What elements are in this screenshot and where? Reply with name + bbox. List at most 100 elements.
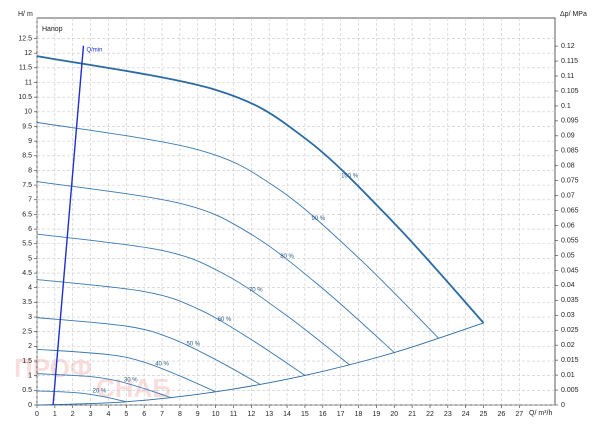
curve — [52, 45, 85, 406]
y-tick-label: 1 — [28, 373, 32, 380]
y-tick-label: 2 — [28, 343, 32, 350]
y-tick-label: 6 — [28, 226, 32, 233]
y-axis-label: H/ m — [18, 11, 33, 18]
y-tick-label: 1.5 — [22, 358, 32, 365]
chart-title: Напор — [42, 26, 63, 33]
y2-axis-label: Δp/ MPa — [560, 11, 587, 18]
x-tick-label: 23 — [444, 411, 452, 418]
x-tick-label: 9 — [196, 411, 200, 418]
x-tick-label: 20 — [390, 411, 398, 418]
x-tick-label: 10 — [212, 411, 220, 418]
x-tick-label: 25 — [480, 411, 488, 418]
x-tick-label: 21 — [408, 411, 416, 418]
x-tick-label: 0 — [35, 411, 39, 418]
curve — [36, 279, 306, 376]
y2-tick-label: 0.11 — [561, 73, 574, 80]
y2-tick-label: 0.015 — [561, 357, 579, 364]
curve-label: 70 % — [249, 288, 263, 294]
y2-tick-label: 0.035 — [561, 297, 579, 304]
y2-tick-label: 0.085 — [561, 148, 579, 155]
y-tick-label: 3 — [28, 314, 32, 321]
x-tick-label: 2 — [71, 411, 75, 418]
y-tick-label: 9 — [28, 138, 32, 145]
y2-tick-label: 0.06 — [561, 222, 575, 229]
x-tick-label: 17 — [337, 411, 345, 418]
x-tick-label: 4 — [106, 411, 110, 418]
y2-tick-label: 0.08 — [561, 163, 575, 170]
x-tick-label: 8 — [178, 411, 182, 418]
x-tick-label: 19 — [372, 411, 380, 418]
y-tick-label: 8 — [28, 167, 32, 174]
y-tick-label: 10 — [24, 109, 32, 116]
y2-tick-label: 0.115 — [561, 58, 578, 65]
y-tick-label: 3.5 — [22, 299, 32, 306]
y-tick-label: 2.5 — [22, 329, 32, 336]
x-tick-label: 3 — [89, 411, 93, 418]
y-tick-label: 5 — [28, 255, 32, 262]
curve-label: 20 % — [93, 389, 107, 395]
x-tick-label: 5 — [124, 411, 128, 418]
curve — [36, 55, 485, 324]
y-tick-label: 8.5 — [22, 153, 32, 160]
y-tick-label: 6.5 — [22, 211, 32, 218]
y-tick-label: 0 — [28, 402, 32, 409]
y2-tick-label: 0.055 — [561, 237, 579, 244]
curve — [36, 233, 350, 366]
curve-label: 60 % — [218, 317, 232, 323]
y2-tick-label: 0.03 — [561, 312, 575, 319]
curve-label: 90 % — [311, 216, 325, 222]
y2-tick-label: 0.1 — [561, 103, 571, 110]
x-tick-label: 6 — [142, 411, 146, 418]
curve-label: 80 % — [280, 254, 294, 260]
y-tick-label: 9.5 — [22, 123, 32, 130]
y-tick-label: 11.5 — [19, 65, 32, 72]
y-tick-label: 12 — [24, 50, 32, 57]
y2-tick-label: 0.045 — [561, 267, 579, 274]
x-tick-label: 24 — [462, 411, 470, 418]
curve-label: 30 % — [124, 377, 138, 383]
x-tick-label: 26 — [498, 411, 506, 418]
y2-tick-label: 0.12 — [561, 43, 575, 50]
y2-tick-label: 0.02 — [561, 342, 575, 349]
y2-tick-label: 0.07 — [561, 192, 575, 199]
x-tick-label: 14 — [283, 411, 291, 418]
x-tick-label: 16 — [319, 411, 327, 418]
curve-label: Q/min — [86, 47, 102, 53]
y2-tick-label: 0.075 — [561, 178, 579, 185]
y2-tick-label: 0.04 — [561, 282, 575, 289]
y-tick-label: 12.5 — [18, 35, 32, 42]
x-tick-label: 7 — [160, 411, 164, 418]
y2-tick-label: 0.005 — [561, 387, 579, 394]
curve — [36, 348, 216, 393]
curve-label: 50 % — [186, 341, 200, 347]
y-tick-label: 0.5 — [22, 387, 32, 394]
x-tick-label: 15 — [301, 411, 309, 418]
y-tick-label: 5.5 — [22, 241, 32, 248]
y2-tick-label: 0.01 — [561, 372, 575, 379]
y2-tick-label: 0.05 — [561, 252, 575, 259]
y2-tick-label: 0 — [561, 402, 565, 409]
y2-tick-label: 0.105 — [561, 88, 579, 95]
curve-label: 40 % — [155, 362, 169, 368]
y-tick-label: 4 — [28, 285, 32, 292]
x-tick-label: 22 — [426, 411, 434, 418]
y-tick-label: 10.5 — [18, 94, 32, 101]
curve — [36, 373, 172, 399]
x-tick-label: 18 — [355, 411, 363, 418]
y-tick-label: 7.5 — [22, 182, 32, 189]
y2-tick-label: 0.065 — [561, 207, 579, 214]
x-tick-label: 27 — [515, 411, 523, 418]
y-tick-label: 11 — [25, 79, 32, 86]
curve-label: 100 % — [341, 173, 359, 179]
x-tick-label: 12 — [247, 411, 255, 418]
y2-tick-label: 0.095 — [561, 118, 579, 125]
x-tick-label: 11 — [230, 411, 237, 418]
curve — [36, 390, 127, 403]
x-tick-label: 13 — [265, 411, 273, 418]
curve — [36, 322, 484, 406]
watermark: ПРОФ — [14, 353, 92, 383]
y-tick-label: 4.5 — [22, 270, 32, 277]
y-tick-label: 7 — [28, 197, 32, 204]
x-tick-label: 1 — [53, 411, 57, 418]
